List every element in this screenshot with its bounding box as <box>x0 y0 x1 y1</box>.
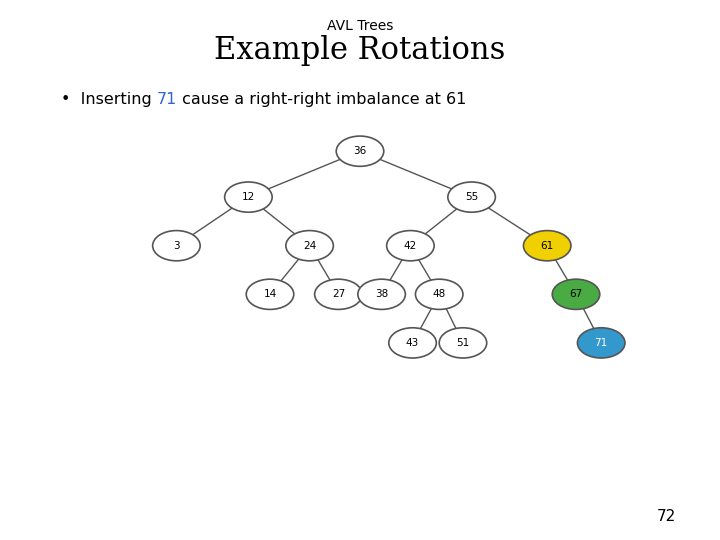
Text: 12: 12 <box>242 192 255 202</box>
Ellipse shape <box>415 279 463 309</box>
Text: cause a right-right imbalance at 61: cause a right-right imbalance at 61 <box>177 92 467 107</box>
Text: 55: 55 <box>465 192 478 202</box>
Ellipse shape <box>153 231 200 261</box>
Ellipse shape <box>523 231 571 261</box>
Ellipse shape <box>225 182 272 212</box>
Text: 14: 14 <box>264 289 276 299</box>
Text: 67: 67 <box>570 289 582 299</box>
Ellipse shape <box>389 328 436 358</box>
Text: 43: 43 <box>406 338 419 348</box>
Ellipse shape <box>246 279 294 309</box>
Ellipse shape <box>387 231 434 261</box>
Text: 42: 42 <box>404 241 417 251</box>
Text: 27: 27 <box>332 289 345 299</box>
Text: 38: 38 <box>375 289 388 299</box>
Text: 71: 71 <box>595 338 608 348</box>
Ellipse shape <box>439 328 487 358</box>
Text: Example Rotations: Example Rotations <box>215 35 505 66</box>
Text: 24: 24 <box>303 241 316 251</box>
Text: 3: 3 <box>173 241 180 251</box>
Ellipse shape <box>358 279 405 309</box>
Text: 51: 51 <box>456 338 469 348</box>
Ellipse shape <box>448 182 495 212</box>
Ellipse shape <box>286 231 333 261</box>
Text: 36: 36 <box>354 146 366 156</box>
Text: AVL Trees: AVL Trees <box>327 19 393 33</box>
Ellipse shape <box>552 279 600 309</box>
Text: •  Inserting: • Inserting <box>61 92 157 107</box>
Ellipse shape <box>315 279 362 309</box>
Text: 71: 71 <box>157 92 177 107</box>
Ellipse shape <box>577 328 625 358</box>
Text: 61: 61 <box>541 241 554 251</box>
Ellipse shape <box>336 136 384 166</box>
Text: 72: 72 <box>657 509 675 524</box>
Text: 48: 48 <box>433 289 446 299</box>
